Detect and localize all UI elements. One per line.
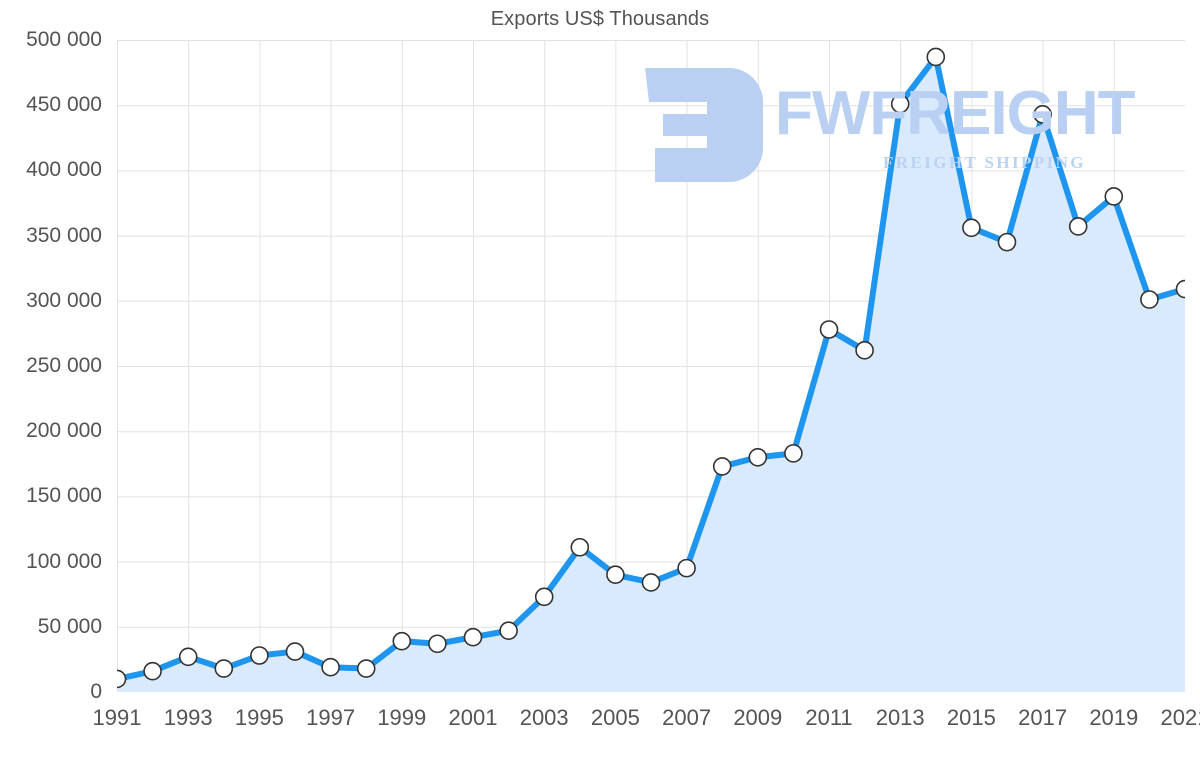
data-point-marker[interactable] — [819, 320, 839, 339]
x-axis-tick-label: 1991 — [92, 705, 142, 730]
y-axis-tick-label: 0 — [90, 680, 102, 703]
data-point-marker[interactable] — [1068, 217, 1088, 236]
x-axis-tick-label: 2011 — [805, 705, 853, 730]
y-axis-tick-label: 400 000 — [26, 158, 102, 182]
x-axis-tick-label: 1995 — [234, 705, 284, 730]
x-axis-tick-label: 2007 — [662, 705, 712, 730]
data-point-marker[interactable] — [178, 647, 198, 667]
data-point-marker[interactable] — [463, 627, 483, 647]
data-point-marker[interactable] — [250, 646, 269, 665]
y-axis-tick-label: 150 000 — [26, 484, 102, 508]
data-point-marker[interactable] — [570, 537, 590, 557]
data-point-marker[interactable] — [534, 587, 554, 607]
data-point-marker[interactable] — [1104, 187, 1124, 206]
x-axis-tick-label: 2013 — [875, 705, 925, 730]
x-axis-tick-label: 1997 — [306, 705, 356, 730]
data-point-marker[interactable] — [606, 565, 625, 584]
data-point-marker[interactable] — [926, 47, 946, 67]
x-axis-tick-label: 2005 — [590, 705, 640, 730]
data-point-marker[interactable] — [855, 341, 874, 360]
data-point-marker[interactable] — [285, 642, 305, 661]
x-axis-tick-label: 1999 — [377, 705, 427, 730]
data-point-marker[interactable] — [641, 573, 661, 592]
y-axis-tick-label: 450 000 — [26, 93, 102, 117]
y-axis-tick-label: 250 000 — [26, 354, 102, 377]
y-axis-tick-label: 350 000 — [26, 223, 102, 247]
data-point-marker[interactable] — [499, 621, 518, 641]
y-axis-tick-label: 100 000 — [26, 549, 102, 573]
y-axis-tick-label: 300 000 — [26, 288, 102, 312]
data-point-marker[interactable] — [143, 661, 162, 681]
data-point-marker[interactable] — [428, 634, 447, 654]
y-axis-tick-label: 200 000 — [26, 419, 102, 443]
x-axis-tick-label: 2021 — [1160, 705, 1200, 730]
x-axis-tick-label: 2015 — [946, 705, 996, 730]
x-axis-tick-label: 2019 — [1089, 705, 1139, 730]
data-point-marker[interactable] — [214, 659, 234, 678]
data-point-marker[interactable] — [890, 94, 910, 114]
data-point-marker[interactable] — [784, 444, 803, 463]
data-point-marker[interactable] — [321, 657, 340, 677]
x-axis-tick-label: 1993 — [163, 705, 213, 730]
x-axis-tick-label: 2017 — [1018, 705, 1068, 730]
data-point-marker[interactable] — [1140, 290, 1159, 309]
data-point-marker[interactable] — [1033, 105, 1052, 124]
chart-title: Exports US$ Thousands — [490, 8, 710, 30]
x-axis-tick-label: 2001 — [448, 705, 498, 730]
y-axis: 0 50 000 100 000 150 000 200 000 250 000 300 0… — [0, 0, 102, 763]
data-point-marker[interactable] — [997, 232, 1017, 252]
data-point-marker[interactable] — [392, 631, 412, 651]
data-point-marker[interactable] — [712, 457, 732, 476]
area-fill — [117, 56, 1185, 692]
y-axis-tick-label: 500 000 — [26, 28, 102, 51]
data-point-marker[interactable] — [748, 447, 768, 467]
data-point-marker[interactable] — [356, 659, 376, 678]
data-point-marker[interactable] — [677, 558, 696, 578]
x-axis-tick-label: 2003 — [519, 705, 569, 730]
y-axis-tick-label: 50 000 — [37, 614, 102, 638]
data-point-marker[interactable] — [962, 218, 981, 238]
x-axis-tick-label: 2009 — [733, 705, 783, 730]
